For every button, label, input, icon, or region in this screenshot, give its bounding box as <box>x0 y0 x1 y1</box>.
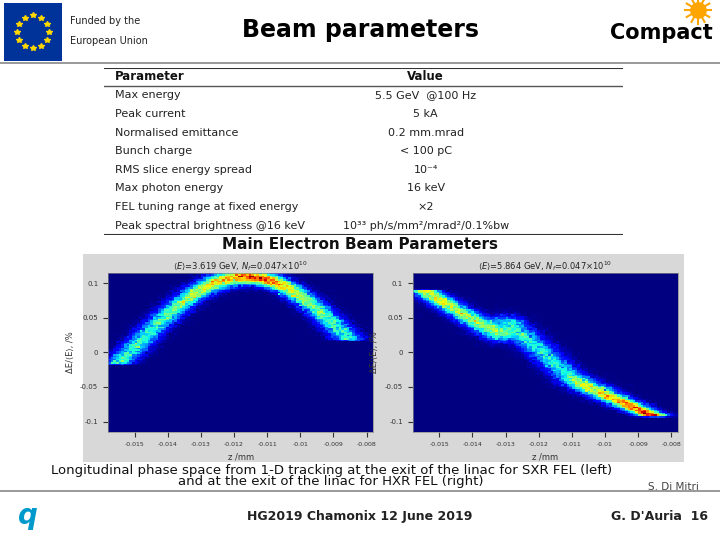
Text: Max energy: Max energy <box>114 90 181 100</box>
Text: Peak current: Peak current <box>114 109 185 119</box>
Text: Parameter: Parameter <box>114 70 184 83</box>
Text: Compact: Compact <box>610 23 713 43</box>
Text: 5.5 GeV  @100 Hz: 5.5 GeV @100 Hz <box>375 90 477 100</box>
Text: < 100 pC: < 100 pC <box>400 146 452 156</box>
Text: Value: Value <box>408 70 444 83</box>
Bar <box>4 3 62 60</box>
Text: HG2019 Chamonix 12 June 2019: HG2019 Chamonix 12 June 2019 <box>247 510 473 523</box>
Text: 16 keV: 16 keV <box>407 184 445 193</box>
Title: $\langle E\rangle$=5.864 GeV, $N_f$=0.047$\times$10$^{10}$: $\langle E\rangle$=5.864 GeV, $N_f$=0.04… <box>478 259 613 273</box>
Text: Peak spectral brightness @16 keV: Peak spectral brightness @16 keV <box>114 221 305 231</box>
Text: Longitudinal phase space from 1-D tracking at the exit of the linac for SXR FEL : Longitudinal phase space from 1-D tracki… <box>50 464 612 477</box>
X-axis label: z /mm: z /mm <box>532 453 559 461</box>
Text: ×2: ×2 <box>418 202 434 212</box>
Text: 5 kA: 5 kA <box>413 109 438 119</box>
Text: European Union: European Union <box>70 36 148 46</box>
Text: Funded by the: Funded by the <box>70 16 140 25</box>
Text: and at the exit of the linac for HXR FEL (right): and at the exit of the linac for HXR FEL… <box>179 475 484 488</box>
Text: RMS slice energy spread: RMS slice energy spread <box>114 165 252 175</box>
Text: Max photon energy: Max photon energy <box>114 184 223 193</box>
Y-axis label: ΔE/⟨E⟩, /%: ΔE/⟨E⟩, /% <box>370 332 379 373</box>
Text: G. D'Auria  16: G. D'Auria 16 <box>611 510 708 523</box>
Text: S. Di Mitri: S. Di Mitri <box>647 482 698 492</box>
Text: Bunch charge: Bunch charge <box>114 146 192 156</box>
Text: q: q <box>18 502 38 530</box>
Text: 0.2 mm.mrad: 0.2 mm.mrad <box>388 127 464 138</box>
Text: Main Electron Beam Parameters: Main Electron Beam Parameters <box>222 237 498 252</box>
Text: Beam parameters: Beam parameters <box>241 18 479 42</box>
Text: 10³³ ph/s/mm²/mrad²/0.1%bw: 10³³ ph/s/mm²/mrad²/0.1%bw <box>343 221 509 231</box>
Title: $\langle E\rangle$=3.619 GeV, $N_f$=0.047$\times$10$^{10}$: $\langle E\rangle$=3.619 GeV, $N_f$=0.04… <box>174 259 308 273</box>
Text: FEL tuning range at fixed energy: FEL tuning range at fixed energy <box>114 202 298 212</box>
Text: 10⁻⁴: 10⁻⁴ <box>413 165 438 175</box>
X-axis label: z /mm: z /mm <box>228 453 253 461</box>
Y-axis label: ΔE/⟨E⟩, /%: ΔE/⟨E⟩, /% <box>66 332 75 373</box>
Text: Normalised emittance: Normalised emittance <box>114 127 238 138</box>
